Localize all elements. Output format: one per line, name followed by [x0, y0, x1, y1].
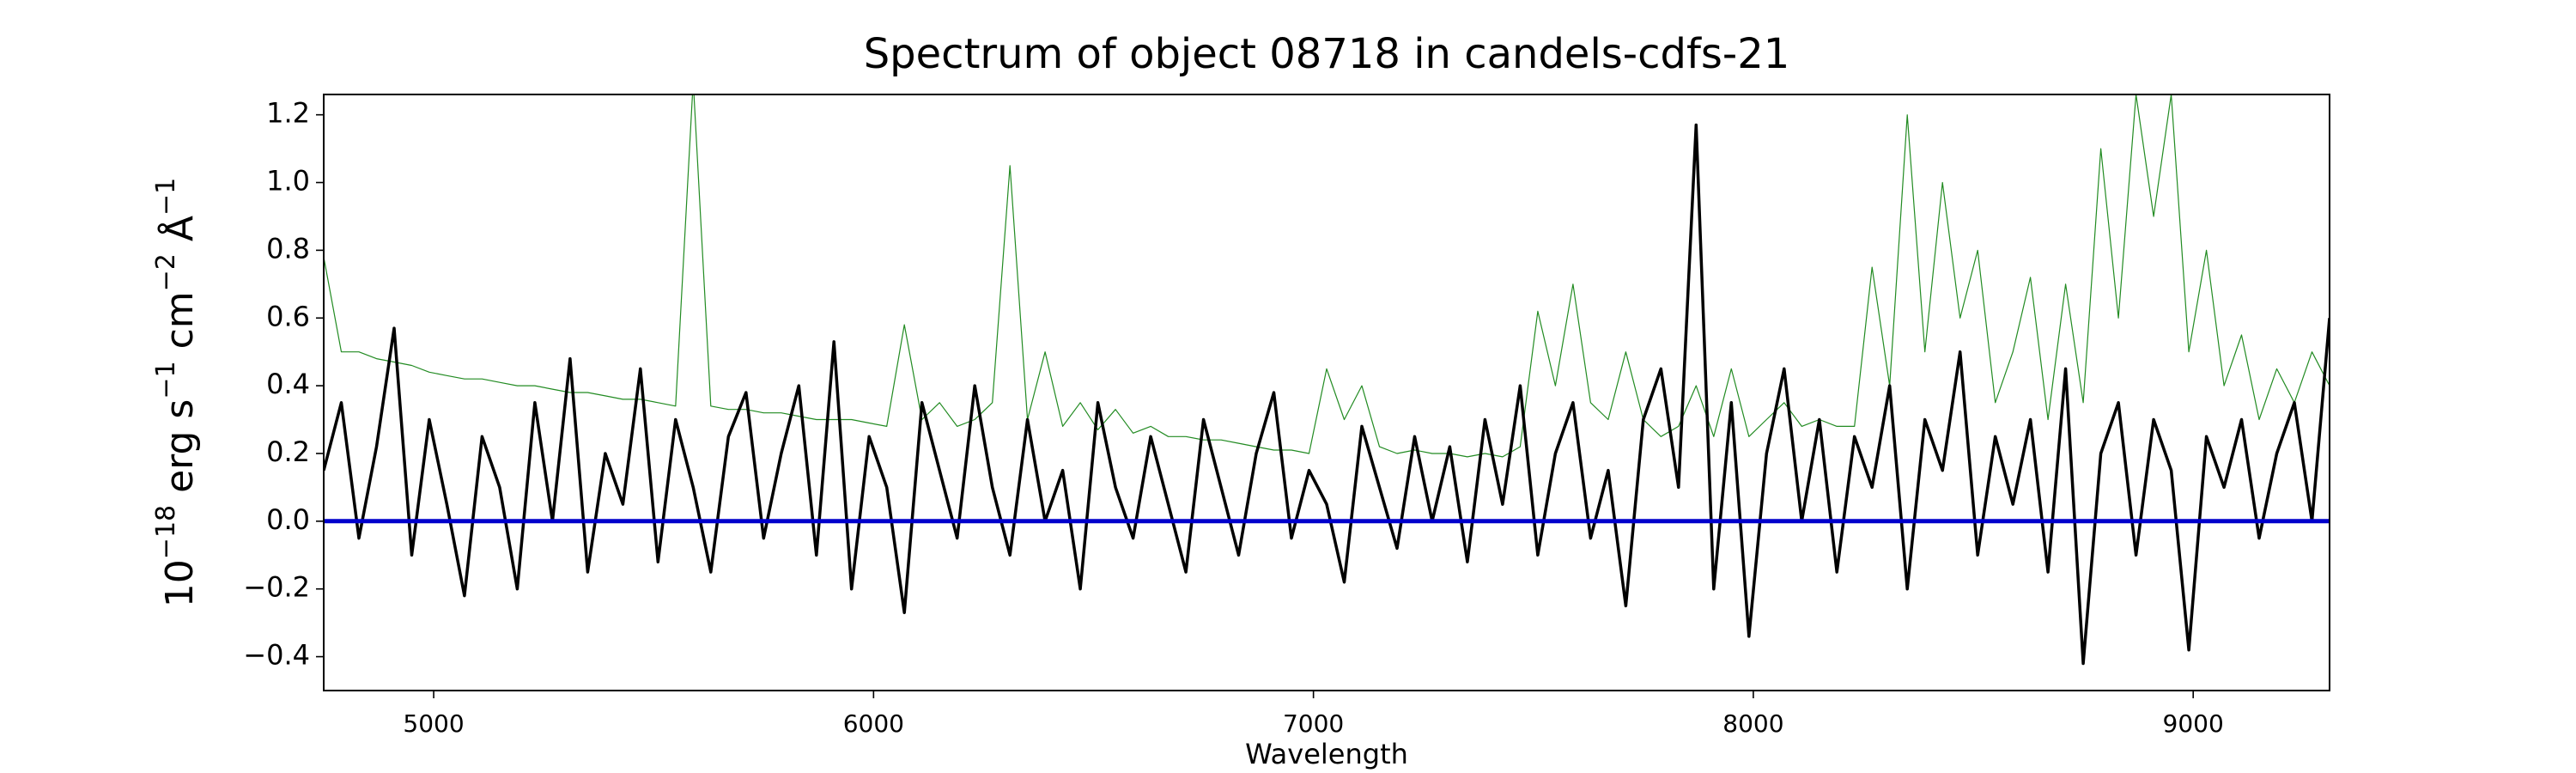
- x-tick-label: 8000: [1722, 709, 1783, 738]
- y-axis-label-part: Å: [156, 216, 202, 253]
- y-axis-label-part: −2: [151, 253, 181, 291]
- y-tick-label: 0.4: [266, 368, 310, 400]
- chart-title: Spectrum of object 08718 in candels-cdfs…: [864, 30, 1790, 78]
- y-tick-label: −0.4: [243, 639, 310, 672]
- y-tick-label: 0.0: [266, 503, 310, 536]
- y-axis-label-part: −1: [151, 361, 181, 399]
- y-axis-label-part: −1: [151, 178, 181, 216]
- y-tick-label: 0.6: [266, 300, 310, 332]
- x-tick-label: 6000: [843, 709, 904, 738]
- y-tick-label: 0.2: [266, 435, 310, 468]
- y-axis-label-part: erg s: [158, 399, 202, 505]
- x-tick-label: 7000: [1283, 709, 1344, 738]
- y-tick-label: 1.2: [266, 97, 310, 130]
- y-axis-label-part: 10: [158, 559, 202, 607]
- y-tick-label: −0.2: [243, 571, 310, 604]
- series-line: [324, 123, 2330, 666]
- y-tick-label: 0.8: [266, 232, 310, 265]
- x-tick-label: 5000: [403, 709, 464, 738]
- series-line: [324, 94, 2330, 458]
- y-axis-label: 10−18 erg s−1 cm−2 Å−1: [151, 178, 202, 607]
- plot-area: [324, 94, 2330, 666]
- y-tick-label: 1.0: [266, 165, 310, 198]
- x-tick-label: 9000: [2163, 709, 2224, 738]
- y-axis-label-part: −18: [151, 505, 181, 559]
- y-axis-label-part: cm: [158, 291, 202, 361]
- x-axis-label: Wavelength: [1245, 738, 1408, 770]
- axes-frame: [323, 94, 2330, 691]
